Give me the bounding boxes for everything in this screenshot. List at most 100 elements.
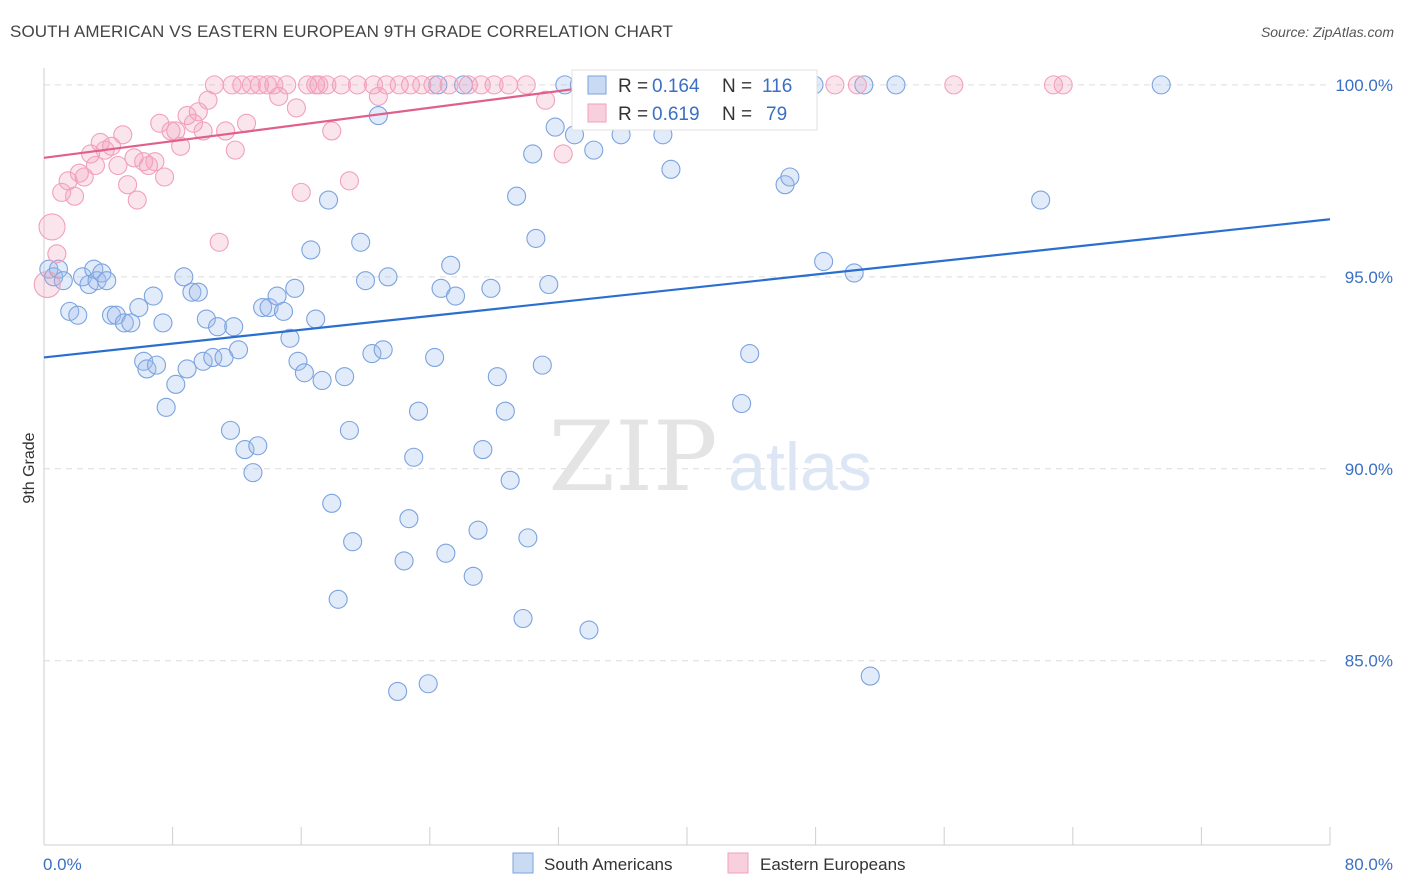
source-credit: Source: ZipAtlas.com <box>1260 24 1394 40</box>
point-south-american <box>343 532 363 552</box>
point-eastern-european <box>847 75 867 95</box>
point-south-american <box>487 367 507 387</box>
point-south-american <box>143 286 163 306</box>
point-south-american <box>526 228 546 248</box>
point-south-american <box>182 282 202 302</box>
x-tick-label-start: 0.0% <box>43 855 82 874</box>
point-south-american <box>495 401 515 421</box>
point-south-american <box>166 374 186 394</box>
stats-n-label-1: N = <box>722 104 752 125</box>
point-south-american <box>523 144 543 164</box>
point-south-american <box>428 75 448 95</box>
point-south-american <box>288 351 308 371</box>
point-south-american <box>436 543 456 563</box>
point-south-american <box>661 159 681 179</box>
y-tick-label-3: 85.0% <box>1345 652 1393 671</box>
point-eastern-european <box>322 121 342 141</box>
point-south-american <box>156 397 176 417</box>
point-south-american <box>441 255 461 275</box>
point-south-american <box>248 436 268 456</box>
point-south-american <box>539 274 559 295</box>
point-south-american <box>351 232 371 252</box>
point-south-american <box>259 297 279 318</box>
point-south-american <box>886 75 906 95</box>
point-eastern-european <box>516 75 536 95</box>
watermark-atlas: atlas <box>728 429 872 505</box>
point-eastern-european <box>127 190 147 210</box>
trend-line-south-americans <box>43 218 1331 359</box>
point-south-american <box>235 440 255 460</box>
point-eastern-european <box>257 75 277 95</box>
zipatlas-watermark: ZIP atlas <box>548 401 871 513</box>
south-americans-points <box>39 75 1171 701</box>
point-south-american <box>740 344 760 364</box>
series-legend: South Americans Eastern Europeans <box>512 852 906 874</box>
point-eastern-european <box>150 113 170 133</box>
point-south-american <box>532 355 552 375</box>
point-south-american <box>188 282 208 302</box>
point-south-american <box>388 681 408 701</box>
point-eastern-european <box>161 121 181 141</box>
chart-title: SOUTH AMERICAN VS EASTERN EUROPEAN 9TH G… <box>10 22 674 41</box>
point-eastern-european <box>177 106 197 126</box>
point-eastern-european <box>52 182 72 202</box>
point-south-american <box>418 674 438 694</box>
point-south-american <box>513 608 533 629</box>
point-eastern-european <box>298 75 318 95</box>
point-eastern-european <box>423 75 443 95</box>
point-south-american <box>780 167 800 187</box>
point-south-american <box>408 401 429 421</box>
point-south-american <box>312 370 332 391</box>
stats-r-value-0: 0.164 <box>652 76 700 97</box>
point-south-american <box>507 186 527 206</box>
point-south-american <box>73 267 93 287</box>
point-eastern-european <box>236 113 257 133</box>
point-eastern-european <box>1053 75 1073 95</box>
point-eastern-european <box>47 244 67 264</box>
gridlines <box>44 84 1330 662</box>
point-south-american <box>153 313 173 333</box>
point-eastern-european <box>225 140 245 160</box>
legend-swatch-eastern-europeans <box>727 852 749 874</box>
point-eastern-european <box>553 144 573 164</box>
point-south-american <box>174 267 194 287</box>
point-south-american <box>328 589 348 609</box>
point-eastern-european <box>389 75 409 95</box>
point-south-american <box>137 359 157 379</box>
point-eastern-european <box>204 75 224 95</box>
point-south-american <box>53 271 73 291</box>
point-south-american <box>220 420 241 440</box>
point-south-american <box>339 420 359 440</box>
point-south-american <box>228 340 249 360</box>
point-south-american <box>196 309 216 329</box>
point-south-american <box>134 351 154 371</box>
point-south-american <box>306 309 326 329</box>
point-eastern-european <box>309 75 329 95</box>
point-south-american <box>545 117 565 137</box>
point-eastern-european <box>38 213 66 241</box>
stats-swatch-south-americans <box>587 75 607 95</box>
point-eastern-european <box>277 75 297 95</box>
point-south-american <box>121 313 141 333</box>
point-eastern-european <box>249 75 269 95</box>
point-eastern-european <box>535 90 556 110</box>
point-eastern-european <box>145 152 165 172</box>
point-south-american <box>814 251 834 272</box>
point-south-american <box>1031 190 1051 210</box>
trend-lines <box>43 83 1331 359</box>
point-south-american <box>1151 75 1171 95</box>
stats-r-label-1: R = <box>618 104 648 125</box>
point-eastern-european <box>118 175 138 195</box>
stats-r-label-0: R = <box>618 76 648 97</box>
y-axis-label: 9th Grade <box>21 432 38 503</box>
point-eastern-european <box>286 98 306 118</box>
point-south-american <box>285 278 305 298</box>
point-south-american <box>468 520 488 540</box>
point-south-american <box>362 344 382 364</box>
point-eastern-european <box>193 121 213 141</box>
point-eastern-european <box>291 182 311 202</box>
point-south-american <box>224 317 244 337</box>
point-south-american <box>860 666 880 686</box>
point-south-american <box>203 347 223 367</box>
